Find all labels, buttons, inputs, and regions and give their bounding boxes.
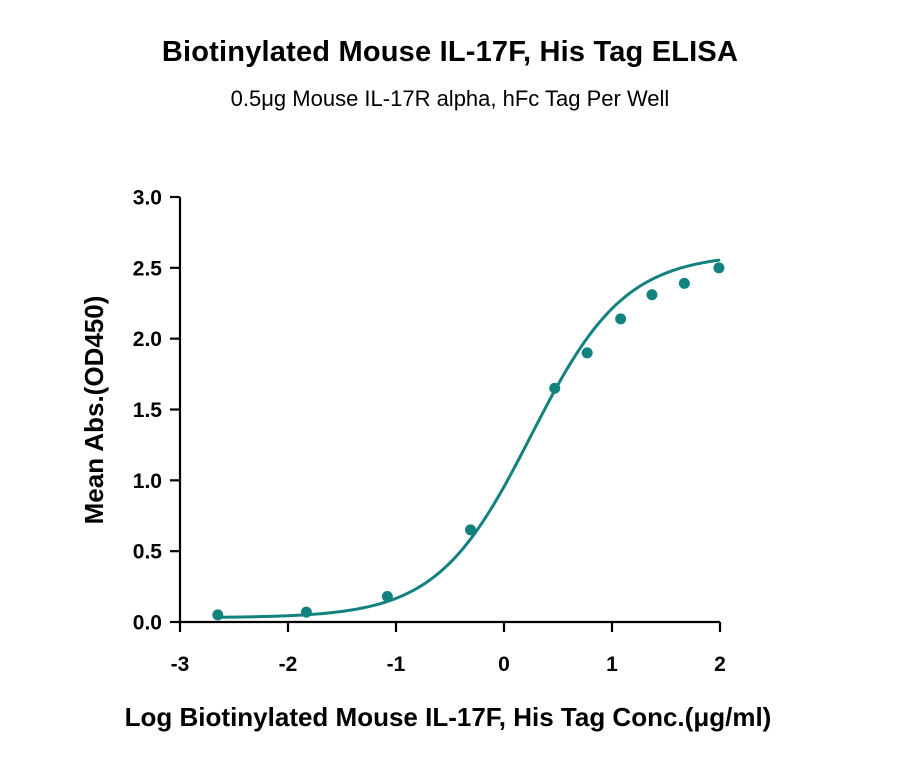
- chart-subtitle: 0.5μg Mouse IL-17R alpha, hFc Tag Per We…: [230, 86, 670, 111]
- x-tick-label: 1: [606, 653, 618, 676]
- data-points-layer: [212, 262, 725, 621]
- x-tick-label: 2: [714, 653, 726, 676]
- x-axis-label: Log Biotinylated Mouse IL-17F, His Tag C…: [125, 702, 772, 732]
- fit-curve-layer: [216, 258, 721, 619]
- chart-title: Biotinylated Mouse IL-17F, His Tag ELISA: [161, 36, 739, 68]
- y-tick-label: 1.0: [133, 470, 162, 493]
- data-point: [549, 382, 561, 394]
- y-axis-label: Mean Abs.(OD450): [79, 296, 109, 525]
- y-tick-label: 2.5: [133, 257, 163, 280]
- fit-curve: [216, 258, 721, 619]
- y-tick-label: 3.0: [133, 187, 162, 210]
- y-tick-label: 2.0: [133, 328, 162, 351]
- y-tick-label: 0.5: [133, 541, 163, 564]
- data-point: [465, 524, 477, 536]
- x-tick-label: -1: [387, 653, 406, 676]
- data-point: [300, 606, 312, 618]
- data-point: [381, 591, 393, 602]
- data-point: [678, 277, 690, 289]
- x-tick-label: 0: [498, 653, 510, 676]
- x-tick-label: -2: [279, 653, 298, 676]
- y-tick-label: 1.5: [133, 399, 163, 422]
- data-point: [615, 313, 627, 325]
- x-tick-label: -3: [171, 653, 190, 676]
- y-tick-label: 0.0: [133, 612, 162, 635]
- data-point: [212, 609, 224, 621]
- data-point: [713, 262, 725, 274]
- data-point: [581, 347, 593, 359]
- axes: 0.0 0.5 1.0 1.5 2.0 2.5 3.0 -3 -2 -1 0 1 2: [133, 187, 726, 677]
- data-point: [646, 289, 658, 301]
